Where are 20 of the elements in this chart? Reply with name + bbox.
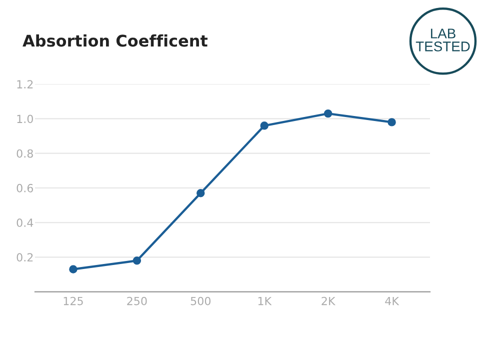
x-tick-label: 250 [127, 296, 147, 306]
x-tick-label: 125 [64, 296, 83, 306]
x-tick-label: 4K [385, 296, 400, 306]
point [196, 189, 205, 198]
point [388, 118, 396, 126]
y-tick-label: 0.6 [16, 184, 34, 192]
text: LAB TESTED [416, 28, 470, 52]
x-tick-label: 500 [190, 296, 211, 306]
y-tick-label: 1.2 [17, 80, 33, 88]
point [132, 256, 142, 265]
y-tick-label: 0.8 [16, 149, 33, 158]
y-tick-label: 0.2 [16, 253, 33, 262]
point [324, 109, 332, 118]
y-tick-label: 0.4 [16, 218, 34, 227]
y-tick-label: 1.0 [17, 114, 33, 124]
x-tick-label: 2K [322, 296, 336, 306]
x-tick-label: 1K [258, 296, 272, 306]
point [69, 265, 78, 274]
chart-title: Absortion Coefficent [22, 34, 208, 47]
point [260, 122, 268, 130]
